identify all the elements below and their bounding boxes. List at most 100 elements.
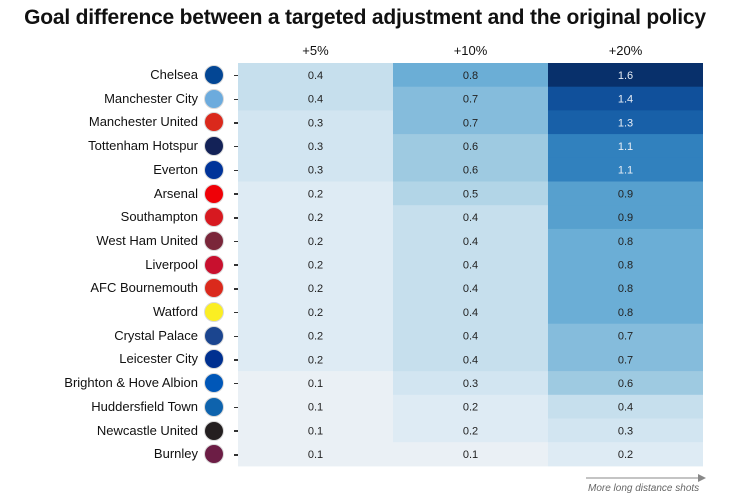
cell-value: 0.9 <box>618 212 633 224</box>
row-label: Newcastle United <box>96 422 198 438</box>
cell-value: 0.4 <box>463 354 478 366</box>
column-header: +10% <box>453 43 488 58</box>
heatmap-cell <box>393 110 548 135</box>
y-tick <box>234 454 239 456</box>
heatmap-cell <box>548 134 703 159</box>
heatmap-cell <box>238 394 393 419</box>
heatmap-cell <box>238 228 393 254</box>
heatmap-cell <box>393 323 548 348</box>
y-tick <box>234 382 239 385</box>
cell-value: 0.2 <box>308 283 323 295</box>
cell-value: 0.7 <box>618 331 633 343</box>
heatmap-cell <box>393 86 548 111</box>
y-tick <box>234 145 239 148</box>
y-tick <box>234 335 239 338</box>
heatmap-cell <box>393 418 548 443</box>
heatmap-cell <box>238 205 393 230</box>
heatmap-cell <box>238 157 393 182</box>
cell-value: 1.6 <box>618 70 633 82</box>
heatmap-cell <box>238 276 393 301</box>
cell-value: 0.1 <box>463 449 478 461</box>
heatmap-cell <box>238 347 393 372</box>
column-header: +20% <box>608 43 643 58</box>
heatmap-cell <box>393 134 548 159</box>
heatmap-cell <box>393 394 548 419</box>
heatmap-cell <box>238 418 393 443</box>
cell-value: 0.5 <box>463 188 478 200</box>
cell-value: 0.4 <box>308 70 323 82</box>
cell-value: 0.2 <box>308 236 323 248</box>
leicester-city-crest-icon <box>204 349 224 370</box>
heatmap-cell <box>548 371 703 396</box>
row-label: Brighton & Hove Albion <box>64 375 198 391</box>
row-label: Tottenham Hotspur <box>88 138 198 154</box>
cell-value: 0.2 <box>463 402 478 414</box>
heatmap-cell <box>548 228 703 254</box>
heatmap-cell <box>548 276 703 301</box>
tottenham-hotspur-crest-icon <box>204 136 224 157</box>
y-tick <box>234 288 239 290</box>
cell-value: 0.7 <box>618 354 633 366</box>
heatmap-cell <box>393 205 548 230</box>
row-label: Manchester City <box>104 90 198 106</box>
arrow-caption: More long distance shots <box>588 483 700 494</box>
cell-value: 1.1 <box>618 141 633 153</box>
heatmap-cell <box>393 181 548 206</box>
y-tick <box>234 74 239 77</box>
afc-bournemouth-crest-icon <box>204 278 224 299</box>
cell-value: 1.4 <box>618 94 633 106</box>
y-tick <box>234 264 239 266</box>
cell-value: 0.4 <box>463 236 478 248</box>
direction-arrow <box>586 474 706 482</box>
heatmap-cell <box>393 442 548 467</box>
heatmap-cell <box>393 228 548 254</box>
heatmap-cell <box>238 110 393 135</box>
heatmap-cell <box>548 181 703 206</box>
cell-value: 0.1 <box>308 378 323 390</box>
cell-value: 0.3 <box>308 165 323 177</box>
row-label: Chelsea <box>150 67 198 82</box>
row-label: Arsenal <box>153 185 198 201</box>
heatmap-cell <box>393 157 548 182</box>
heatmap-cell <box>238 442 393 467</box>
heatmap-cell <box>238 323 393 348</box>
row-label: Burnley <box>153 446 198 462</box>
row-label: Everton <box>153 161 198 177</box>
y-tick <box>234 240 239 243</box>
row-label: Huddersfield Town <box>91 398 198 414</box>
heatmap-cell <box>393 252 548 277</box>
row-label: Liverpool <box>145 256 198 272</box>
heatmap-cell <box>393 347 548 372</box>
burnley-crest-icon <box>204 444 224 465</box>
y-tick <box>234 359 239 361</box>
brighton-crest-icon <box>204 373 224 394</box>
heatmap-cell <box>548 110 703 135</box>
heatmap-cell <box>238 300 393 325</box>
manchester-city-crest-icon <box>204 88 224 109</box>
cell-value: 0.4 <box>308 94 323 106</box>
heatmap-cell <box>393 371 548 396</box>
heatmap-cell <box>393 276 548 301</box>
cell-value: 0.2 <box>463 425 478 437</box>
cell-value: 0.2 <box>308 259 323 271</box>
heatmap-cell <box>548 394 703 419</box>
cell-value: 0.1 <box>308 425 323 437</box>
heatmap-cell <box>238 86 393 111</box>
y-tick <box>234 122 239 124</box>
crystal-palace-crest-icon <box>204 325 224 346</box>
y-tick <box>234 169 239 172</box>
heatmap-cell <box>548 323 703 348</box>
heatmap-cell <box>548 347 703 372</box>
west-ham-united-crest-icon <box>204 230 224 251</box>
cell-value: 1.1 <box>618 165 633 177</box>
huddersfield-town-crest-icon <box>204 396 224 417</box>
heatmap-cell <box>548 442 703 467</box>
cell-value: 0.4 <box>463 331 478 343</box>
arsenal-crest-icon <box>204 183 224 204</box>
chelsea-crest-icon <box>204 65 224 85</box>
cell-value: 0.6 <box>463 141 478 153</box>
southampton-crest-icon <box>204 207 224 228</box>
row-label: Leicester City <box>119 351 198 367</box>
row-label: Southampton <box>120 209 198 225</box>
